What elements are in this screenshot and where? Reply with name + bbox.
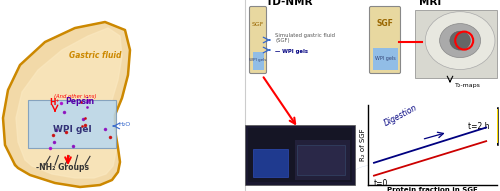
Text: -NH₂ Groups: -NH₂ Groups [36,163,88,172]
Text: — WPI gels: — WPI gels [275,49,308,54]
Bar [370,107,498,145]
Ellipse shape [450,31,470,50]
Bar [434,109,440,143]
Bar [408,109,415,143]
Text: t=0: t=0 [374,179,388,188]
Bar [466,107,468,145]
Text: TD-NMR: TD-NMR [266,0,314,7]
Bar [383,109,389,143]
X-axis label: Protein fraction in SGF: Protein fraction in SGF [386,187,478,191]
Text: WPI gels: WPI gels [374,56,396,61]
Text: Pepsin: Pepsin [66,97,94,106]
FancyArrowPatch shape [347,165,393,176]
Bar [421,109,428,143]
Polygon shape [16,28,122,178]
Text: H⁺: H⁺ [50,98,60,107]
Bar [28,100,116,148]
Text: H₂O: H₂O [118,122,130,127]
Bar [460,109,466,143]
Bar [402,107,404,145]
Bar [297,145,345,175]
Text: Gastric fluid: Gastric fluid [69,50,121,60]
Text: Digestion: Digestion [383,103,419,128]
Bar [402,109,408,143]
Polygon shape [3,22,130,187]
Y-axis label: R₂ of SGF: R₂ of SGF [360,129,366,161]
Bar [253,149,288,177]
Bar [415,10,497,78]
Bar [434,107,436,145]
Text: WPI gel: WPI gel [52,125,92,134]
FancyBboxPatch shape [370,6,400,74]
Bar [252,52,264,70]
Bar [466,109,472,143]
FancyArrowPatch shape [482,150,489,173]
FancyBboxPatch shape [250,6,266,74]
Bar [447,109,453,143]
Bar [372,48,398,70]
Text: t=2 h: t=2 h [468,122,489,131]
Bar [295,140,350,180]
Bar [428,109,434,143]
Bar [415,109,421,143]
Text: SGF: SGF [252,22,264,27]
Text: SGF: SGF [376,19,394,28]
Ellipse shape [440,24,480,58]
Text: Simulated gastric fluid
(SGF): Simulated gastric fluid (SGF) [275,33,335,43]
Bar [472,109,479,143]
Bar [248,128,352,182]
Bar [485,109,492,143]
Bar [376,109,383,143]
Bar [396,109,402,143]
Bar [440,109,447,143]
Text: → Digestion: → Digestion [378,127,410,132]
Bar [479,109,485,143]
Text: MRI: MRI [419,0,441,7]
Ellipse shape [425,12,495,70]
Text: T₂-maps: T₂-maps [455,83,481,88]
Text: (And other ions): (And other ions) [54,94,96,99]
Bar [245,125,355,185]
Bar [453,109,460,143]
Bar [370,109,376,143]
Bar [492,109,498,143]
Bar [389,109,396,143]
Text: WPI gels: WPI gels [250,58,266,62]
